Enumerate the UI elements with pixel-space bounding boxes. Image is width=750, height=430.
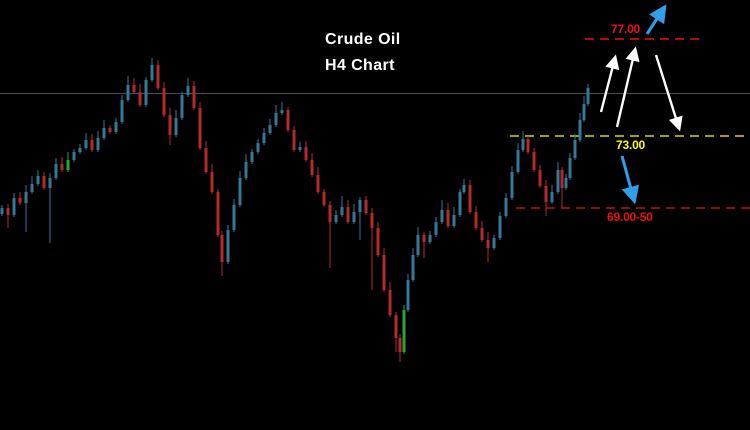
candlestick-series: [0, 58, 590, 362]
projected-drop-arrow[interactable]: [654, 54, 683, 132]
projected-rally-2-arrow[interactable]: [615, 46, 640, 128]
projected-rally-1-arrow[interactable]: [599, 54, 620, 113]
breakdown-scenario-arrow[interactable]: [620, 155, 640, 205]
level-label-77: 77.00: [611, 22, 641, 36]
chart-title-line1: Crude Oil: [325, 31, 401, 48]
chart-title-line2: H4 Chart: [325, 57, 395, 74]
level-label-73: 73.00: [616, 138, 646, 152]
level-label-69-50: 69.00-50: [607, 210, 653, 224]
breakout-continuation-arrow[interactable]: [645, 4, 667, 35]
chart-title: Crude Oil H4 Chart: [325, 27, 401, 79]
